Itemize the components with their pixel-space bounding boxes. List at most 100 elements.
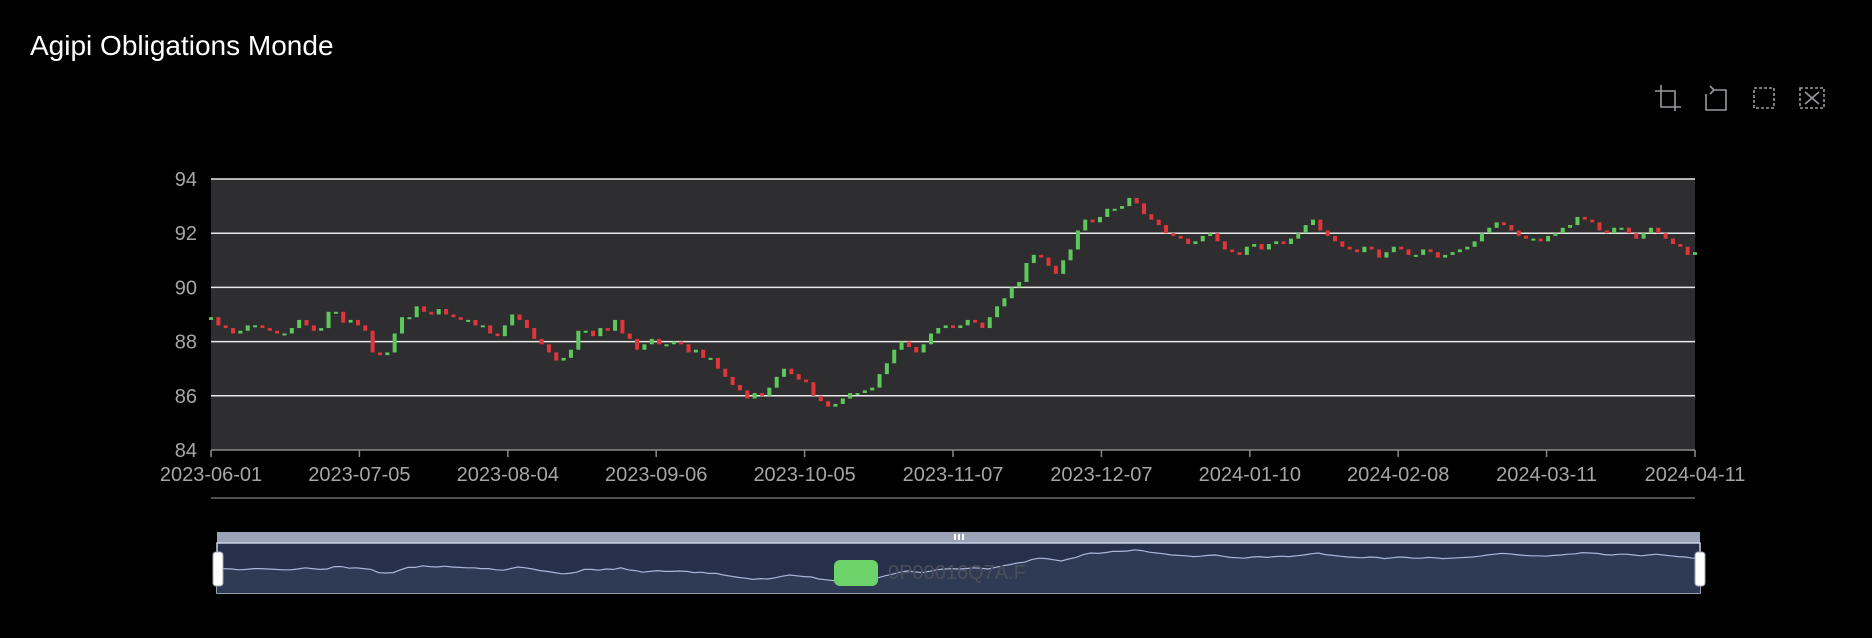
- candle: [260, 325, 265, 329]
- candle: [1156, 219, 1161, 226]
- candle: [1369, 246, 1374, 250]
- candle: [1186, 238, 1191, 245]
- y-tick-label: 94: [175, 169, 197, 191]
- candle: [1560, 227, 1565, 234]
- candle: [282, 333, 287, 336]
- candle: [561, 357, 566, 361]
- candle: [1590, 219, 1595, 223]
- candle: [679, 341, 684, 345]
- candle: [701, 349, 706, 358]
- candle: [502, 325, 507, 337]
- candle: [1516, 230, 1521, 236]
- candle: [1340, 241, 1345, 247]
- candle: [333, 311, 338, 314]
- candle: [1678, 244, 1683, 247]
- candle: [407, 317, 412, 320]
- candle: [1604, 230, 1609, 234]
- legend-swatch: [834, 560, 878, 586]
- candle: [1097, 216, 1102, 223]
- candle: [759, 393, 764, 396]
- candle: [1421, 249, 1426, 255]
- candle: [598, 328, 603, 337]
- candle: [1479, 233, 1484, 242]
- candle: [348, 319, 353, 323]
- candle: [451, 314, 456, 318]
- candle: [253, 325, 258, 328]
- candle: [1582, 216, 1587, 220]
- candle: [532, 328, 537, 339]
- candle: [1670, 238, 1675, 245]
- x-tick-label: 2024-04-11: [1645, 464, 1746, 486]
- candle: [275, 330, 280, 334]
- legend-label: 0P00016Q7A.F: [888, 561, 1026, 584]
- candle: [1641, 233, 1646, 239]
- candle: [980, 322, 985, 329]
- candle: [1435, 252, 1440, 258]
- candle: [1406, 249, 1411, 255]
- x-tick-label: 2023-12-07: [1050, 464, 1152, 486]
- toolbox: [1652, 82, 1828, 114]
- candle: [355, 319, 360, 326]
- candle: [1039, 254, 1044, 258]
- candle: [488, 325, 493, 334]
- candle: [1274, 241, 1279, 245]
- candle: [1009, 287, 1014, 299]
- candle: [671, 341, 676, 345]
- candle: [1619, 227, 1624, 230]
- candle: [1355, 249, 1360, 253]
- candle: [539, 338, 544, 345]
- candle: [877, 374, 882, 388]
- candle: [429, 311, 434, 315]
- slider-start-handle[interactable]: [212, 551, 224, 587]
- candle: [1487, 227, 1492, 234]
- clear-icon[interactable]: [1796, 82, 1828, 114]
- candle: [591, 330, 596, 337]
- slider-end-handle[interactable]: [1694, 551, 1706, 587]
- candle: [987, 317, 992, 329]
- candle: [884, 363, 889, 375]
- candle: [1149, 214, 1154, 220]
- x-tick-label: 2024-01-10: [1199, 464, 1301, 486]
- candle: [1119, 206, 1124, 209]
- candle: [1568, 225, 1573, 228]
- legend[interactable]: 0P00016Q7A.F: [834, 560, 1026, 586]
- candle: [466, 319, 471, 322]
- candle: [1465, 246, 1470, 250]
- candle: [649, 338, 654, 345]
- candle: [377, 352, 382, 356]
- candle: [1105, 208, 1110, 217]
- candle: [1318, 219, 1323, 231]
- candle: [341, 311, 346, 323]
- candle: [708, 357, 713, 360]
- candle: [936, 328, 941, 334]
- candle: [833, 403, 838, 407]
- candle: [223, 325, 228, 329]
- candle: [297, 319, 302, 329]
- candle: [473, 319, 478, 326]
- candle: [1663, 233, 1668, 239]
- candle: [928, 333, 933, 345]
- candle: [995, 306, 1000, 318]
- y-tick-label: 92: [175, 223, 197, 245]
- zoom-reset-icon[interactable]: [1700, 82, 1732, 114]
- candle: [635, 338, 640, 350]
- candle: [774, 376, 779, 388]
- candle: [267, 328, 272, 331]
- candle: [627, 333, 632, 339]
- restore-icon[interactable]: [1748, 82, 1780, 114]
- candle: [422, 306, 427, 312]
- candle: [796, 374, 801, 380]
- candle: [1075, 230, 1080, 250]
- candle: [782, 368, 787, 377]
- candle: [1377, 249, 1382, 258]
- candle: [811, 382, 816, 396]
- candle: [730, 376, 735, 385]
- candle: [899, 341, 904, 350]
- candle: [1090, 219, 1095, 223]
- candle: [1391, 246, 1396, 253]
- candle: [1538, 238, 1543, 242]
- candle: [1443, 254, 1448, 258]
- candle: [1112, 208, 1117, 211]
- zoom-icon[interactable]: [1652, 82, 1684, 114]
